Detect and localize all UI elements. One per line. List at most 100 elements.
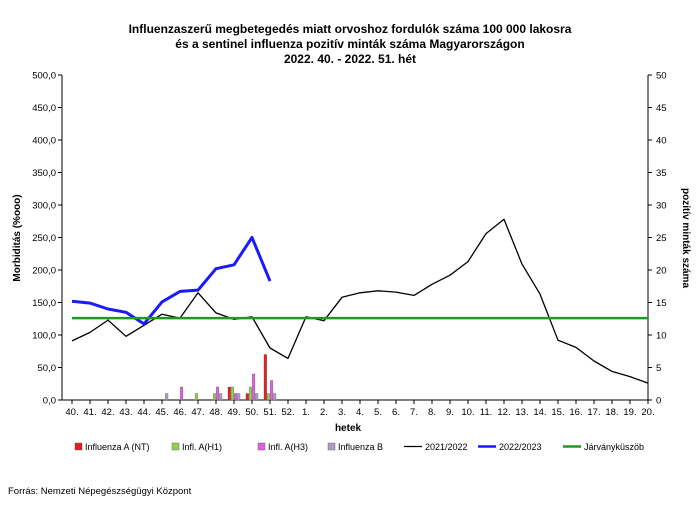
legend-label: Infl. A(H3) [268, 442, 308, 452]
right-tick-label: 45 [656, 103, 667, 114]
bar [245, 393, 249, 401]
bar [255, 393, 259, 401]
line-series [71, 218, 649, 384]
chart-title: Influenzaszerű megbetegedés miatt orvosh… [129, 22, 572, 66]
legend-swatch [327, 442, 336, 451]
left-tick-label: 250,0 [32, 233, 56, 244]
x-tick-label: 9. [446, 407, 454, 418]
x-tick-label: 17. [587, 407, 600, 418]
x-tick-label: 20. [641, 407, 654, 418]
x-tick-label: 2. [320, 407, 328, 418]
bar [237, 393, 241, 401]
bar [263, 354, 267, 401]
left-tick-label: 0,0 [43, 396, 56, 407]
bar [252, 373, 256, 401]
x-tick-label: 5. [374, 407, 382, 418]
right-y-ticks: 0 5 10 15 20 25 30 35 40 45 50 [648, 71, 667, 407]
x-tick-label: 19. [623, 407, 636, 418]
right-tick-label: 50 [656, 71, 667, 82]
legend-label: Infl. A(H1) [182, 442, 222, 452]
x-tick-label: 12. [497, 407, 510, 418]
x-tick-label: 50. [245, 407, 258, 418]
right-tick-label: 10 [656, 331, 667, 342]
left-tick-label: 200,0 [32, 266, 56, 277]
left-tick-label: 350,0 [32, 168, 56, 179]
x-tick-label: 41. [83, 407, 96, 418]
x-tick-label: 46. [173, 407, 186, 418]
x-tick-label: 10. [461, 407, 474, 418]
right-tick-label: 40 [656, 136, 667, 147]
x-tick-label: 42. [101, 407, 114, 418]
x-tick-label: 13. [515, 407, 528, 418]
source-note: Forrás: Nemzeti Népegészségügyi Központ [8, 486, 192, 497]
right-tick-label: 30 [656, 201, 667, 212]
series-line [71, 218, 649, 384]
title-line-3: 2022. 40. - 2022. 51. hét [284, 52, 416, 66]
y-axis-left-label: Morbiditás (%ooo) [12, 194, 23, 281]
bar [216, 386, 220, 401]
x-tick-label: 1. [302, 407, 310, 418]
bar [266, 393, 270, 401]
left-tick-label: 400,0 [32, 136, 56, 147]
bar [248, 386, 252, 401]
right-tick-label: 25 [656, 233, 667, 244]
right-tick-label: 35 [656, 168, 667, 179]
left-tick-label: 100,0 [32, 331, 56, 342]
x-tick-label: 3. [338, 407, 346, 418]
bar [180, 386, 184, 401]
left-tick-label: 450,0 [32, 103, 56, 114]
legend-swatch [74, 442, 83, 451]
bar [270, 380, 274, 401]
bar-series [165, 354, 277, 401]
right-tick-label: 0 [656, 396, 661, 407]
bar [273, 393, 277, 401]
legend-swatch [171, 442, 180, 451]
x-tick-label: 49. [227, 407, 240, 418]
x-tick-label: 4. [356, 407, 364, 418]
series-line [71, 236, 272, 326]
bar [227, 386, 231, 401]
bar [230, 386, 234, 401]
legend-label: 2021/2022 [425, 442, 468, 452]
x-tick-label: 40. [65, 407, 78, 418]
legend-label: Járványküszöb [584, 442, 644, 452]
x-tick-label: 6. [392, 407, 400, 418]
x-tick-label: 18. [605, 407, 618, 418]
x-tick-label: 7. [410, 407, 418, 418]
left-tick-label: 300,0 [32, 201, 56, 212]
bar [219, 393, 223, 401]
bar [194, 393, 198, 401]
left-y-ticks: 0,0 50,0 100,0 150,0 200,0 250,0 300,0 350,0 400… [32, 71, 62, 407]
title-line-1: Influenzaszerű megbetegedés miatt orvosh… [129, 22, 572, 36]
x-tick-label: 14. [533, 407, 546, 418]
bar [212, 393, 216, 401]
left-tick-label: 50,0 [38, 363, 57, 374]
bar [234, 393, 238, 401]
x-tick-label: 45. [155, 407, 168, 418]
title-line-2: és a sentinel influenza pozitív minták s… [175, 37, 524, 51]
legend-label: 2022/2023 [499, 442, 542, 452]
x-tick-label: 44. [137, 407, 150, 418]
right-tick-label: 15 [656, 298, 667, 309]
x-tick-label: 43. [119, 407, 132, 418]
x-tick-label: 48. [209, 407, 222, 418]
x-ticks: 40. 41. 42. 43. 44. 45. 46. 47. 48. 49. 50. 51. 52. 1… [65, 400, 655, 418]
left-tick-label: 150,0 [32, 298, 56, 309]
right-tick-label: 20 [656, 266, 667, 277]
x-tick-label: 51. [263, 407, 276, 418]
x-tick-label: 11. [480, 407, 493, 418]
x-tick-label: 15. [551, 407, 564, 418]
x-tick-label: 47. [191, 407, 204, 418]
legend-label: Influenza B [338, 442, 383, 452]
y-axis-right-label: pozitív minták száma [680, 188, 691, 288]
legend-label: Influenza A (NT) [85, 442, 150, 452]
x-tick-label: 8. [428, 407, 436, 418]
x-axis-label: hetek [335, 423, 362, 434]
legend: Influenza A (NT) Infl. A(H1) Infl. A(H3) In… [74, 442, 644, 452]
bar [165, 393, 169, 401]
x-tick-label: 16. [569, 407, 582, 418]
left-tick-label: 500,0 [32, 71, 56, 82]
x-tick-label: 52. [281, 407, 294, 418]
legend-swatch [257, 442, 266, 451]
